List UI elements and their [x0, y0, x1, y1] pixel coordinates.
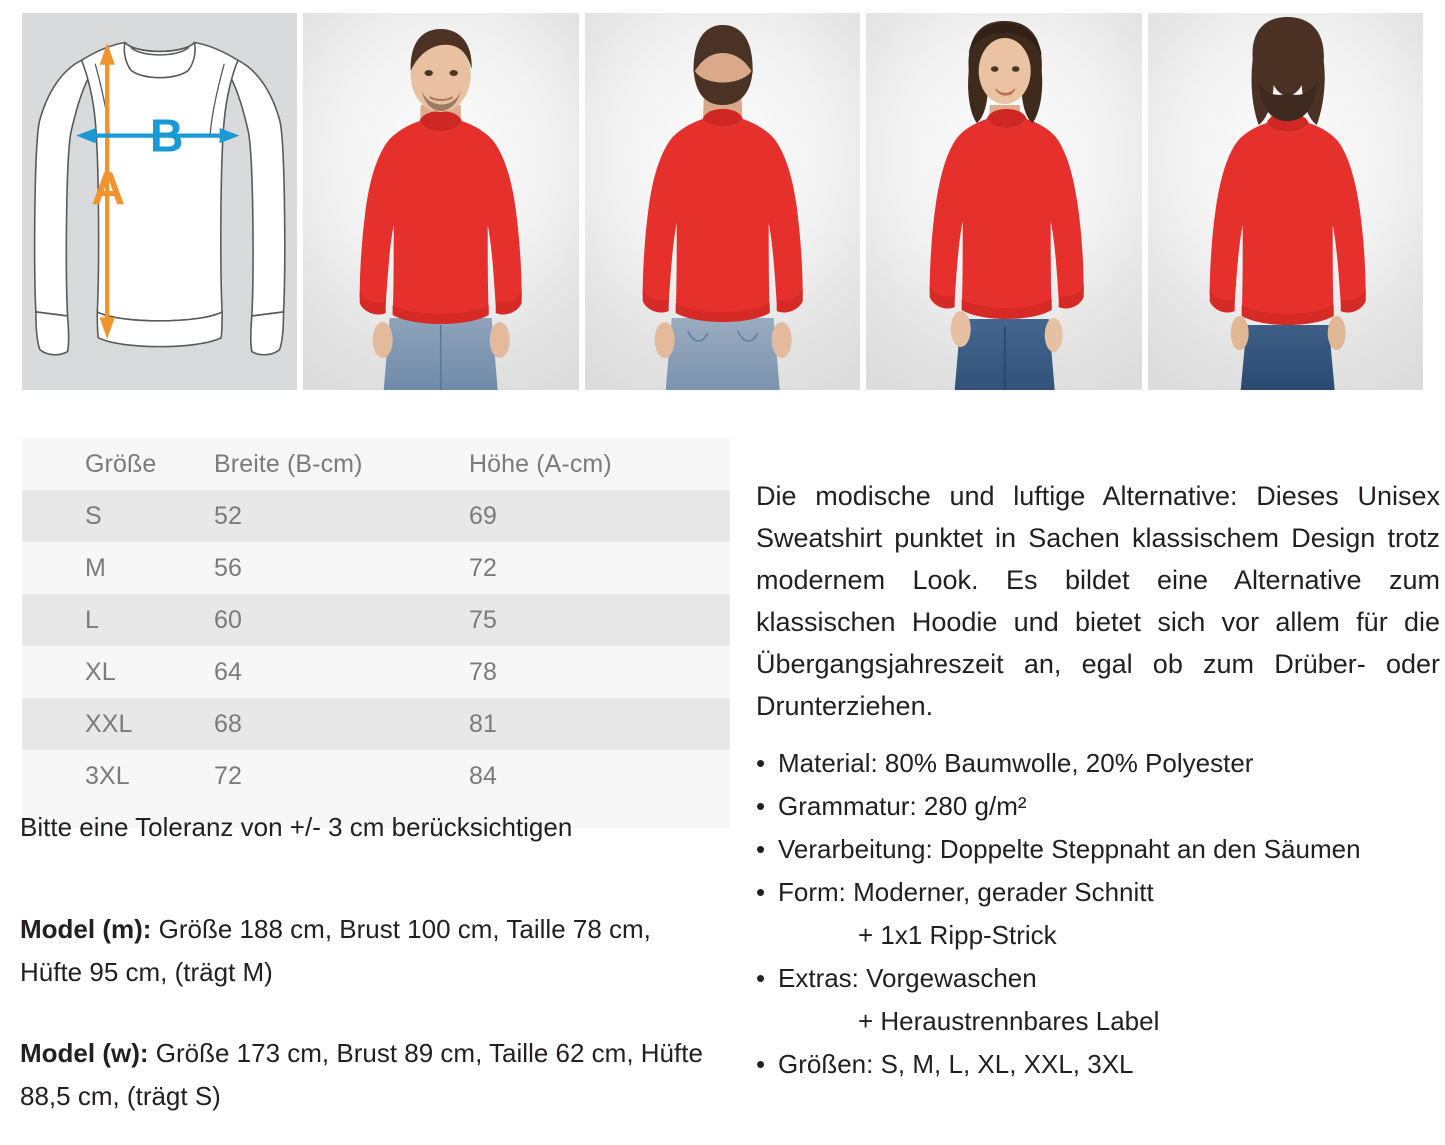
cell-width: 72: [214, 761, 243, 790]
female-back-illustration: [1209, 17, 1366, 390]
list-item: • Extras: Vorgewaschen: [756, 957, 1445, 1000]
female-front-illustration: [929, 21, 1084, 390]
product-image-strip: A B: [22, 13, 1424, 390]
model-male-label: Model (m):: [20, 914, 152, 944]
list-item-label: Größen: S, M, L, XL, XXL, 3XL: [778, 1049, 1134, 1079]
cell-height: 78: [469, 657, 498, 686]
cell-width: 60: [214, 605, 243, 634]
bullet-icon: •: [756, 791, 766, 821]
height-label: A: [91, 162, 125, 214]
list-item-label: Extras: Vorgewaschen: [778, 963, 1037, 993]
cell-height: 81: [469, 709, 498, 738]
bullet-icon: •: [756, 834, 766, 864]
tolerance-note: Bitte eine Toleranz von +/- 3 cm berücks…: [20, 812, 573, 842]
male-back-illustration: [642, 25, 803, 390]
cell-width: 56: [214, 553, 243, 582]
cell-size: M: [85, 553, 106, 582]
table-row: 3XL 72 84: [22, 750, 730, 802]
list-item: • Verarbeitung: Doppelte Steppnaht an den…: [756, 828, 1445, 871]
bullet-icon: •: [756, 963, 766, 993]
cell-width: 52: [214, 501, 243, 530]
list-item-label: Grammatur: 280 g/m²: [778, 791, 1027, 821]
table-row: M 56 72: [22, 542, 730, 594]
cell-height: 84: [469, 761, 498, 790]
model-male-front-photo: [303, 13, 579, 390]
table-row: XL 64 78: [22, 646, 730, 698]
list-item: • Form: Moderner, gerader Schnitt: [756, 871, 1445, 914]
cell-size: L: [85, 605, 100, 634]
model-female-front-photo: [866, 13, 1142, 390]
cell-width: 68: [214, 709, 243, 738]
table-header-row: Größe Breite (B-cm) Höhe (A-cm): [22, 438, 730, 490]
column-header-width: Breite (B-cm): [214, 449, 363, 478]
table-row: L 60 75: [22, 594, 730, 646]
model-female-back-photo: [1147, 13, 1424, 390]
male-front-illustration: [360, 29, 523, 390]
list-item-sub: + 1x1 Ripp-Strick: [756, 914, 1445, 957]
model-female-measurements: Model (w): Größe 173 cm, Brust 89 cm, Ta…: [20, 1032, 720, 1118]
product-feature-list: • Material: 80% Baumwolle, 20% Polyester …: [756, 742, 1445, 1086]
cell-size: XL: [85, 657, 116, 686]
list-item-label: + 1x1 Ripp-Strick: [858, 920, 1057, 950]
model-female-text: Größe 173 cm, Brust 89 cm, Taille 62 cm,…: [20, 1038, 703, 1111]
model-male-back-photo: [584, 13, 861, 390]
cell-width: 64: [214, 657, 243, 686]
cell-size: XXL: [85, 709, 133, 738]
list-item-label: Verarbeitung: Doppelte Steppnaht an den …: [778, 834, 1361, 864]
width-label: B: [150, 109, 184, 161]
model-male-text: Größe 188 cm, Brust 100 cm, Taille 78 cm…: [20, 914, 651, 987]
bullet-icon: •: [756, 877, 766, 907]
bullet-icon: •: [756, 748, 766, 778]
size-table: Größe Breite (B-cm) Höhe (A-cm) S 52 69 …: [22, 438, 730, 828]
cell-size: 3XL: [85, 761, 130, 790]
list-item-label: + Heraustrennbares Label: [858, 1006, 1160, 1036]
model-male-measurements: Model (m): Größe 188 cm, Brust 100 cm, T…: [20, 908, 720, 994]
list-item-sub: + Heraustrennbares Label: [756, 1000, 1445, 1043]
table-footer-spacer: [22, 802, 730, 828]
column-header-height: Höhe (A-cm): [469, 449, 612, 478]
table-row: XXL 68 81: [22, 698, 730, 750]
list-item-label: Material: 80% Baumwolle, 20% Polyester: [778, 748, 1254, 778]
list-item: • Größen: S, M, L, XL, XXL, 3XL: [756, 1043, 1445, 1086]
column-header-size: Größe: [85, 449, 157, 478]
bullet-icon: •: [756, 1049, 766, 1079]
list-item: • Material: 80% Baumwolle, 20% Polyester: [756, 742, 1445, 785]
cell-size: S: [85, 501, 102, 530]
cell-height: 75: [469, 605, 498, 634]
table-row: S 52 69: [22, 490, 730, 542]
list-item-label: Form: Moderner, gerader Schnitt: [778, 877, 1154, 907]
measurement-diagram-panel: A B: [22, 13, 298, 390]
cell-height: 72: [469, 553, 498, 582]
list-item: • Grammatur: 280 g/m²: [756, 785, 1445, 828]
height-measure-arrow: [99, 42, 115, 340]
model-female-label: Model (w):: [20, 1038, 149, 1068]
cell-height: 69: [469, 501, 498, 530]
product-description: Die modische und luftige Alternative: Di…: [756, 481, 1440, 721]
width-measure-arrow: [76, 127, 240, 144]
sweatshirt-measurement-diagram: A B: [33, 41, 286, 356]
